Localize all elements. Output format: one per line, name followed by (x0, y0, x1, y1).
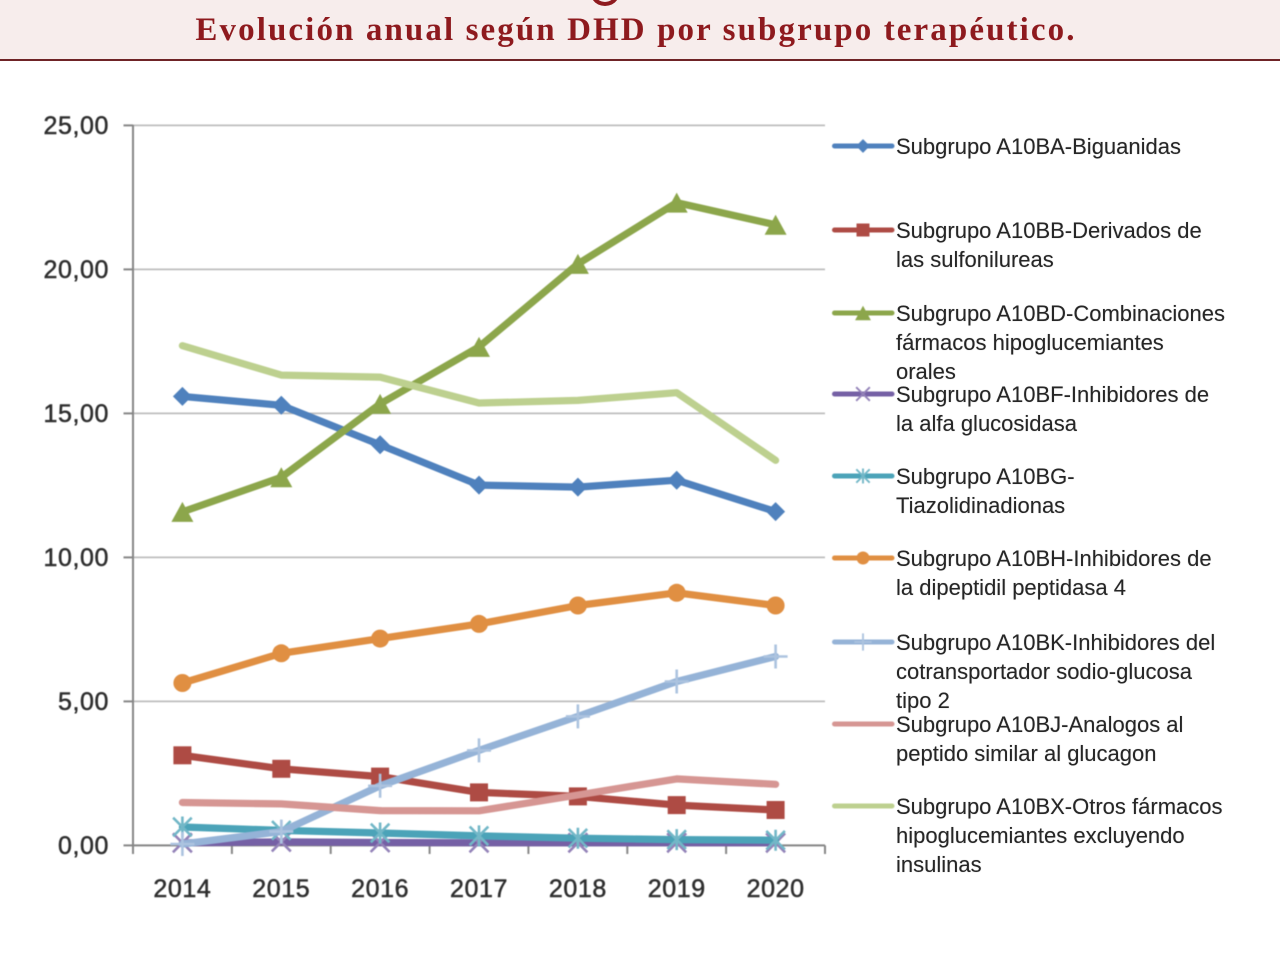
svg-text:2016: 2016 (351, 875, 409, 903)
svg-text:15,00: 15,00 (43, 400, 109, 428)
svg-text:2015: 2015 (252, 875, 310, 903)
svg-text:5,00: 5,00 (58, 688, 109, 716)
svg-text:2019: 2019 (648, 875, 706, 903)
svg-text:2017: 2017 (450, 875, 508, 903)
svg-text:2018: 2018 (549, 875, 607, 903)
svg-text:2020: 2020 (747, 875, 805, 903)
svg-text:25,00: 25,00 (43, 112, 109, 140)
svg-text:2014: 2014 (153, 875, 211, 903)
svg-text:10,00: 10,00 (43, 544, 109, 572)
svg-text:0,00: 0,00 (58, 832, 109, 860)
svg-text:20,00: 20,00 (43, 256, 109, 284)
